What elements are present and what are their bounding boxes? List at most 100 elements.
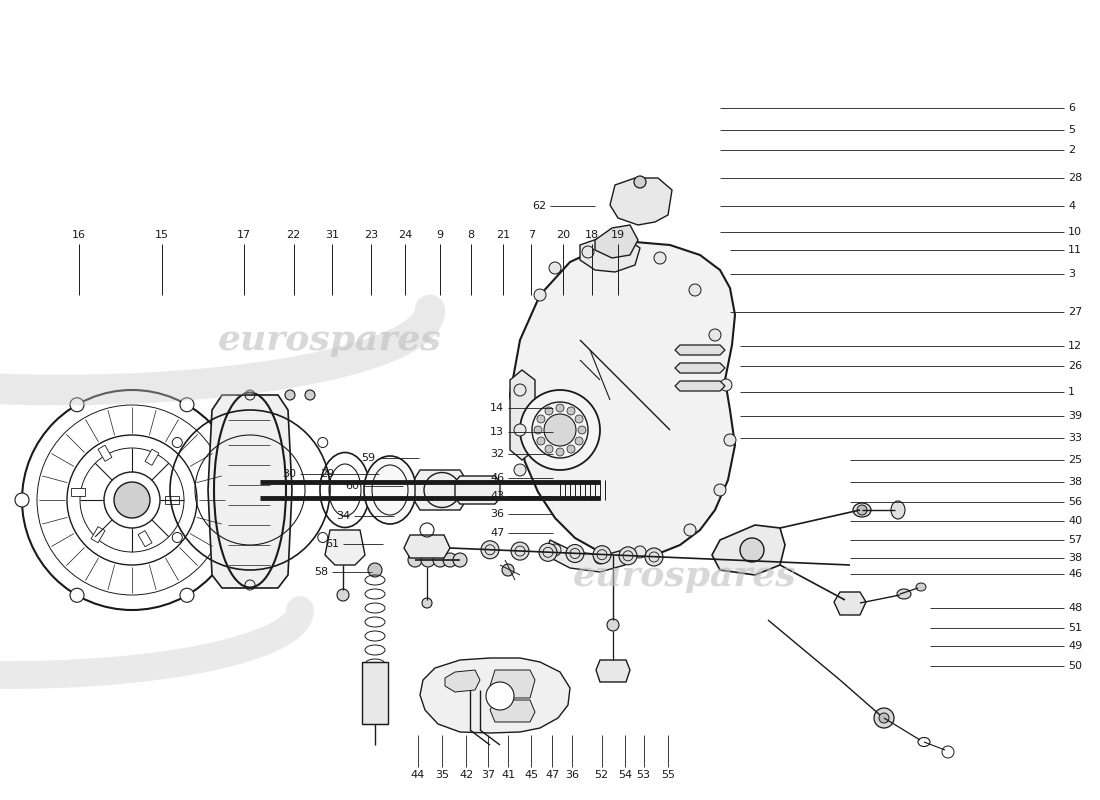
Polygon shape <box>415 470 465 510</box>
Text: 55: 55 <box>661 770 674 780</box>
Ellipse shape <box>916 583 926 591</box>
Text: 51: 51 <box>1068 623 1082 633</box>
Text: 16: 16 <box>73 230 86 240</box>
Text: 22: 22 <box>287 230 300 240</box>
Bar <box>165 496 179 504</box>
Circle shape <box>422 598 432 608</box>
Bar <box>91 526 104 542</box>
Circle shape <box>607 619 619 631</box>
Text: 28: 28 <box>1068 173 1082 182</box>
Circle shape <box>285 390 295 400</box>
Circle shape <box>453 553 468 567</box>
Ellipse shape <box>891 501 905 519</box>
Circle shape <box>514 384 526 396</box>
Text: 13: 13 <box>491 427 504 437</box>
Circle shape <box>566 545 584 562</box>
Circle shape <box>537 415 544 423</box>
Text: 27: 27 <box>1068 307 1082 317</box>
Text: 44: 44 <box>411 770 425 780</box>
Circle shape <box>634 546 646 558</box>
Text: 42: 42 <box>460 770 473 780</box>
Text: 60: 60 <box>345 481 359 490</box>
Text: 35: 35 <box>436 770 449 780</box>
Polygon shape <box>455 476 500 504</box>
Polygon shape <box>324 530 365 565</box>
Ellipse shape <box>852 503 871 517</box>
Text: 15: 15 <box>155 230 168 240</box>
Circle shape <box>593 546 611 564</box>
Circle shape <box>879 713 889 723</box>
Text: 45: 45 <box>525 770 538 780</box>
Circle shape <box>645 548 663 566</box>
Circle shape <box>443 553 456 567</box>
Text: 19: 19 <box>612 230 625 240</box>
Text: 39: 39 <box>1068 411 1082 421</box>
Circle shape <box>368 563 382 577</box>
Circle shape <box>619 240 631 252</box>
Text: 30: 30 <box>283 469 296 478</box>
Text: 24: 24 <box>398 230 411 240</box>
Polygon shape <box>544 540 630 572</box>
Polygon shape <box>712 525 785 575</box>
Text: 50: 50 <box>1068 661 1082 670</box>
Circle shape <box>575 415 583 423</box>
Circle shape <box>408 553 422 567</box>
Text: 48: 48 <box>1068 603 1082 613</box>
Text: 33: 33 <box>1068 434 1082 443</box>
Text: 9: 9 <box>437 230 443 240</box>
Text: 12: 12 <box>1068 341 1082 350</box>
Text: 41: 41 <box>502 770 515 780</box>
Circle shape <box>874 708 894 728</box>
Text: 26: 26 <box>1068 361 1082 370</box>
Circle shape <box>180 588 194 602</box>
Circle shape <box>70 588 84 602</box>
Circle shape <box>114 482 150 518</box>
Polygon shape <box>675 381 725 391</box>
Text: 4: 4 <box>1068 202 1075 211</box>
Text: 10: 10 <box>1068 227 1082 237</box>
Text: 18: 18 <box>585 230 598 240</box>
Circle shape <box>684 524 696 536</box>
Text: 7: 7 <box>528 230 535 240</box>
Text: 62: 62 <box>532 202 546 211</box>
Polygon shape <box>675 345 725 355</box>
Text: 3: 3 <box>1068 270 1075 279</box>
Text: 47: 47 <box>546 770 559 780</box>
Circle shape <box>520 390 600 470</box>
Circle shape <box>486 682 514 710</box>
Text: 36: 36 <box>565 770 579 780</box>
Text: 8: 8 <box>468 230 474 240</box>
Polygon shape <box>208 395 292 588</box>
Text: 2: 2 <box>1068 146 1075 155</box>
Text: 14: 14 <box>491 403 504 413</box>
Circle shape <box>539 543 557 562</box>
Bar <box>98 446 112 462</box>
Text: 21: 21 <box>496 230 509 240</box>
Circle shape <box>534 289 546 301</box>
Circle shape <box>544 407 553 415</box>
Text: 46: 46 <box>491 473 504 482</box>
Text: 61: 61 <box>326 539 339 549</box>
Text: 31: 31 <box>326 230 339 240</box>
Bar <box>145 450 158 466</box>
Ellipse shape <box>896 589 911 599</box>
Circle shape <box>575 437 583 445</box>
Text: 49: 49 <box>1068 642 1082 651</box>
Circle shape <box>710 329 720 341</box>
Circle shape <box>566 407 575 415</box>
Circle shape <box>512 542 529 560</box>
Circle shape <box>514 464 526 476</box>
Text: 59: 59 <box>362 453 375 462</box>
Text: 17: 17 <box>238 230 251 240</box>
Circle shape <box>544 445 553 453</box>
Circle shape <box>556 404 564 412</box>
Polygon shape <box>490 700 535 722</box>
Polygon shape <box>404 535 450 558</box>
Polygon shape <box>834 592 866 615</box>
Circle shape <box>337 589 349 601</box>
Polygon shape <box>596 660 630 682</box>
Bar <box>72 488 85 496</box>
Circle shape <box>582 246 594 258</box>
Text: 1: 1 <box>1068 387 1075 397</box>
Text: 36: 36 <box>491 510 504 519</box>
